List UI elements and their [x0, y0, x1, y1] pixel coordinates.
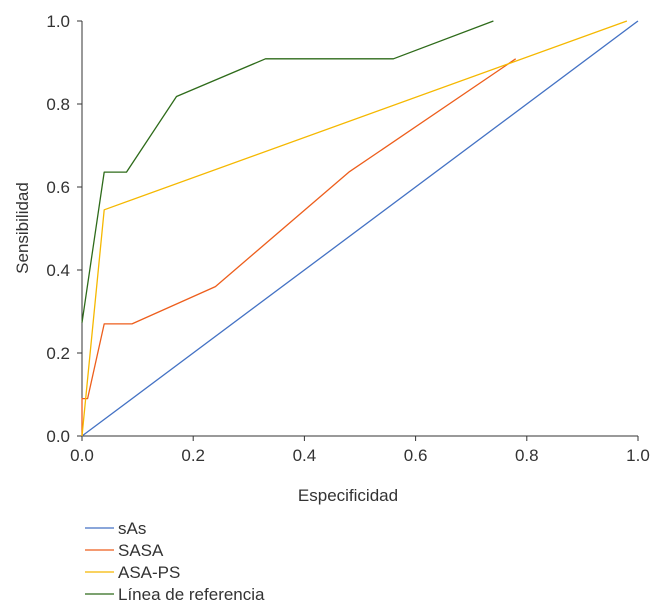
y-tick-label: 1.0 — [46, 12, 70, 31]
axes: 0.0 0.2 0.4 0.6 0.8 1.0 0.0 0.2 0.4 0.6 0.8 1.0 — [46, 12, 649, 465]
series-line-0 — [81, 20, 639, 437]
legend-label-1: SASA — [118, 541, 164, 560]
y-tick-label: 0.4 — [46, 261, 70, 280]
legend-label-3: Línea de referencia — [118, 585, 265, 604]
x-axis-title: Especificidad — [298, 486, 398, 505]
y-tick-label: 0.0 — [46, 427, 70, 446]
y-tick-label: 0.2 — [46, 344, 70, 363]
x-tick-label: 0.8 — [515, 446, 539, 465]
x-tick-label: 0.0 — [70, 446, 94, 465]
x-tick-label: 0.6 — [404, 446, 428, 465]
y-axis-title: Sensibilidad — [13, 182, 32, 274]
legend: sAs SASA ASA-PS Línea de referencia — [85, 519, 265, 604]
x-tick-label: 0.4 — [293, 446, 317, 465]
series-line-2 — [81, 20, 628, 437]
legend-label-2: ASA-PS — [118, 563, 180, 582]
series-line-1 — [81, 58, 517, 436]
series-line-3 — [81, 20, 494, 323]
x-tick-label: 1.0 — [626, 446, 650, 465]
x-tick-label: 0.2 — [181, 446, 205, 465]
y-tick-label: 0.6 — [46, 178, 70, 197]
y-tick-label: 0.8 — [46, 95, 70, 114]
legend-label-0: sAs — [118, 519, 146, 538]
series-layer — [81, 20, 639, 437]
